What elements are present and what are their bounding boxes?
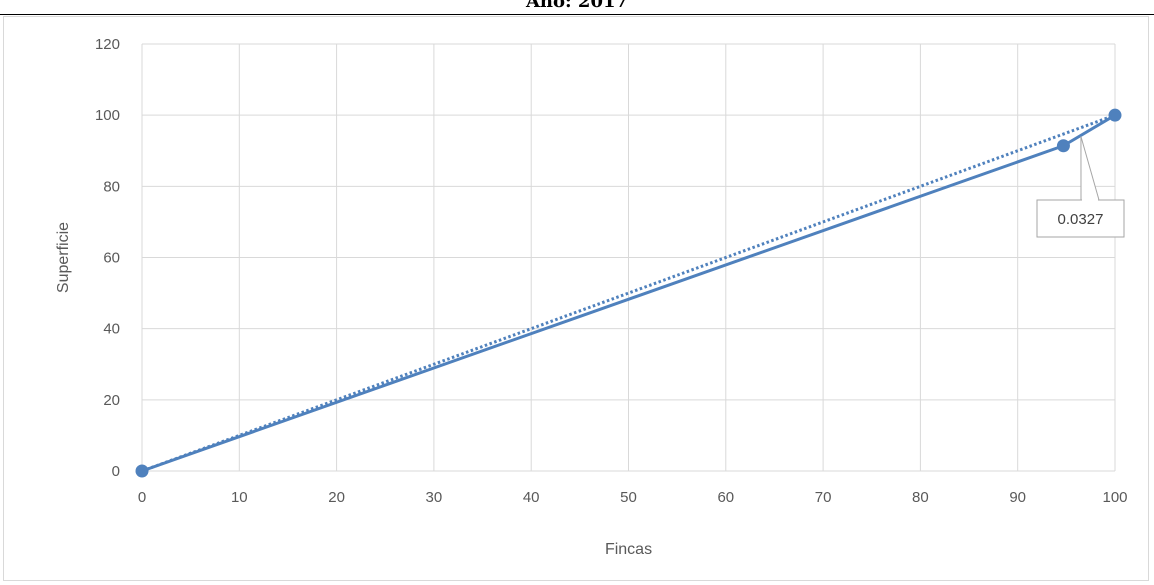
x-tick-label: 60 [717,489,734,506]
chart-frame [3,16,1149,581]
x-tick-label: 50 [620,489,637,506]
y-tick-label: 20 [103,392,120,409]
x-tick-label: 90 [1009,489,1026,506]
y-axis-title: Superficie [55,222,72,293]
y-tick-label: 100 [95,107,120,124]
y-tick-label: 120 [95,36,120,53]
x-tick-label: 40 [523,489,540,506]
x-tick-label: 80 [912,489,929,506]
data-point [1056,139,1070,153]
x-tick-label: 100 [1102,489,1127,506]
callout-pointer [1080,136,1100,201]
x-axis-title: Fincas [605,541,652,558]
callout: 0.0327 [1036,136,1125,238]
y-tick-label: 0 [112,463,120,480]
x-tick-label: 10 [231,489,248,506]
x-tick-label: 20 [328,489,345,506]
callout-box [1036,199,1125,238]
callout-label: 0.0327 [1058,211,1104,228]
top-rule [0,14,1154,15]
page-title: Año: 2017 [525,0,629,12]
series [135,108,1122,478]
y-tick-label: 60 [103,250,120,267]
tick-labels: 0 10 20 30 40 50 60 70 80 90 100 0 20 40 60 80 100 120 [95,36,1128,506]
x-tick-label: 30 [426,489,443,506]
y-tick-label: 40 [103,321,120,338]
x-tick-label: 70 [815,489,832,506]
x-tick-label: 0 [138,489,146,506]
y-tick-label: 80 [103,178,120,195]
grid [141,43,1116,472]
